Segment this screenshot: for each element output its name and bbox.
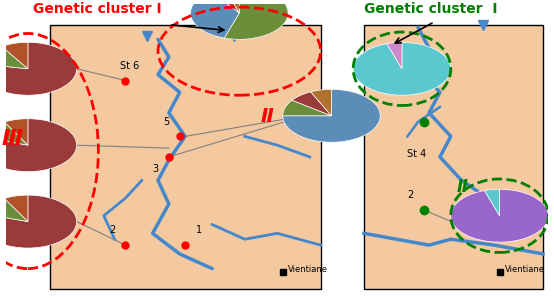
Wedge shape [283,100,331,116]
Wedge shape [311,89,331,116]
Wedge shape [4,119,28,145]
Text: St 6: St 6 [120,61,139,71]
Text: 3: 3 [152,164,158,174]
Wedge shape [2,42,28,69]
Wedge shape [224,0,288,39]
Text: Genetic cluster  Ⅰ: Genetic cluster Ⅰ [364,2,497,16]
Text: Ⅱ: Ⅱ [456,178,467,196]
Text: Genetic cluster Ⅰ: Genetic cluster Ⅰ [33,2,162,16]
Text: St 4: St 4 [407,149,427,159]
Wedge shape [4,195,28,222]
Text: Ⅲ: Ⅲ [1,129,22,149]
Text: Vientiane: Vientiane [505,265,545,274]
Text: 2: 2 [109,225,115,235]
Wedge shape [191,0,239,38]
FancyBboxPatch shape [364,25,543,289]
FancyBboxPatch shape [49,25,321,289]
Wedge shape [283,89,380,142]
Text: 2: 2 [407,190,414,200]
Wedge shape [0,119,76,172]
Wedge shape [0,46,28,69]
Wedge shape [387,42,402,69]
Text: Vientiane: Vientiane [288,265,328,274]
Wedge shape [485,189,500,216]
Wedge shape [211,0,239,13]
Text: Ⅱ: Ⅱ [261,107,274,126]
Text: 1: 1 [196,225,202,235]
Wedge shape [292,92,331,116]
Wedge shape [0,122,28,145]
Wedge shape [451,189,548,242]
Wedge shape [353,42,451,95]
Wedge shape [224,0,239,13]
Text: 5: 5 [163,117,170,127]
Wedge shape [0,42,76,95]
Wedge shape [0,195,76,248]
Wedge shape [0,198,28,222]
